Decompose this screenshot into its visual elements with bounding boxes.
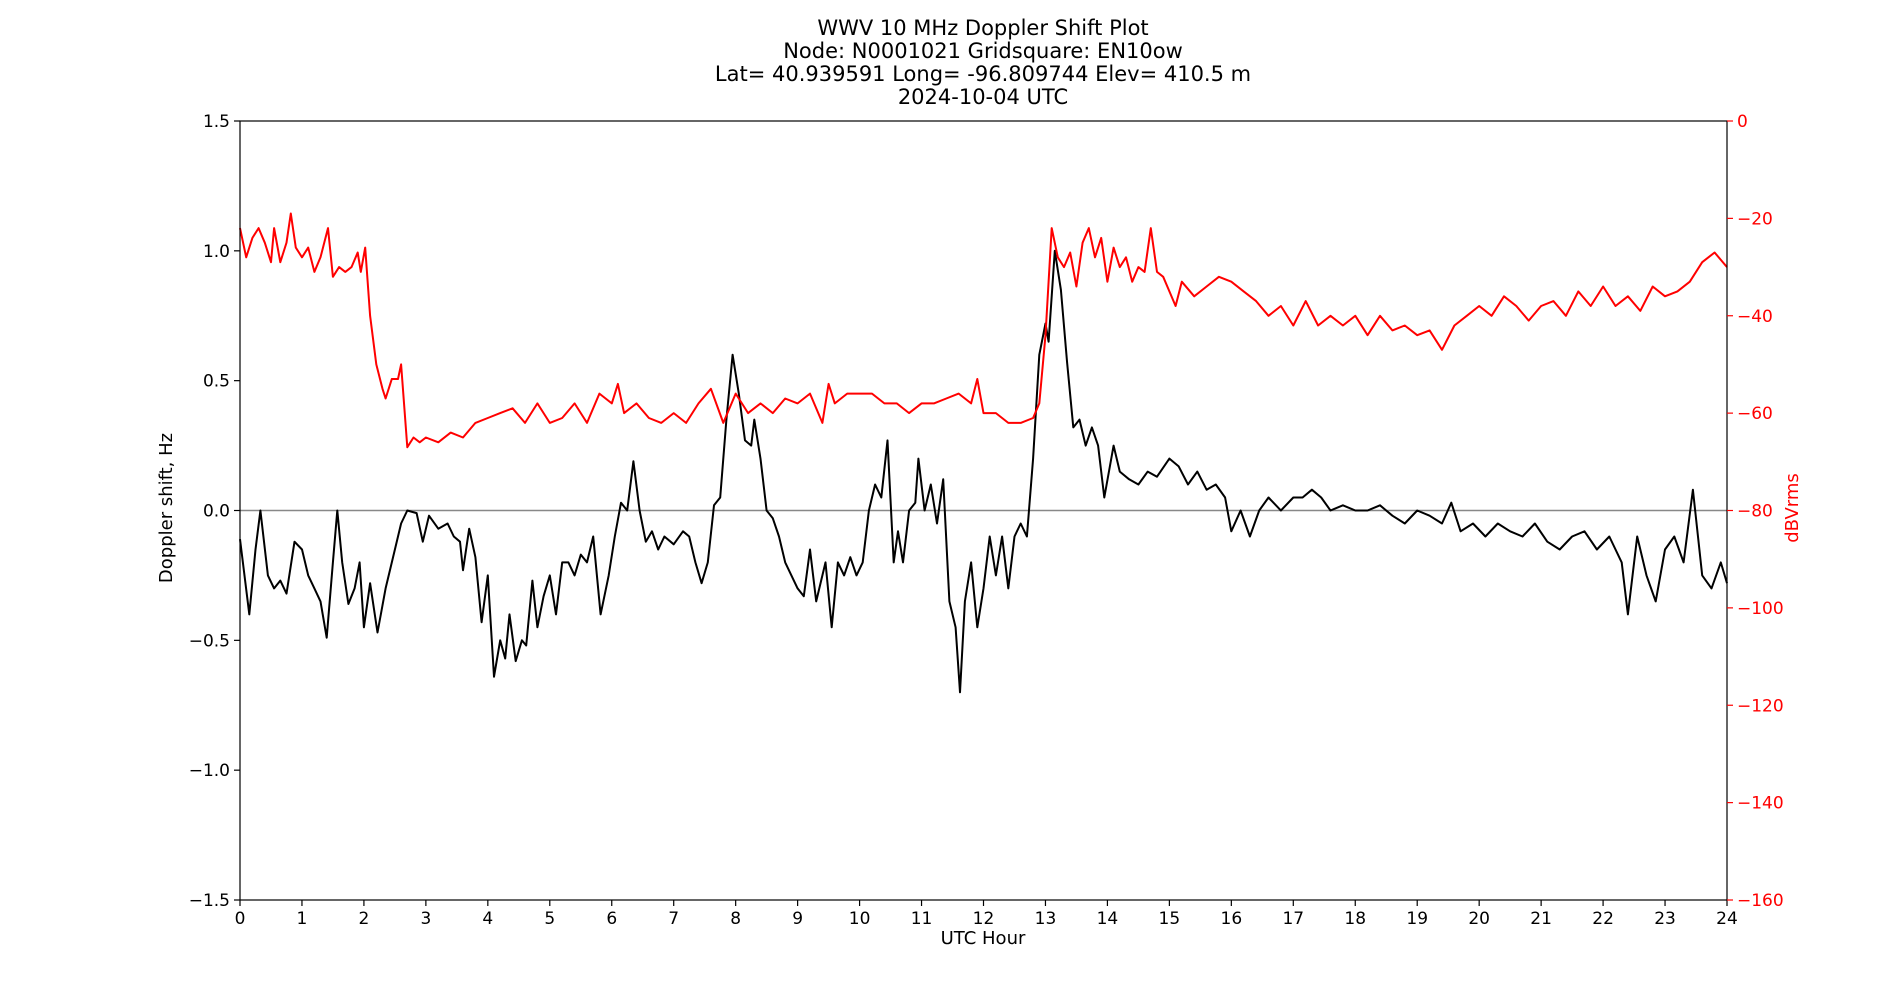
signal-level-line <box>239 212 1728 449</box>
x-tick-label: 13 <box>1035 909 1057 929</box>
y-tick-label-right: −100 <box>1737 599 1784 619</box>
y-tick-label-right: −140 <box>1737 794 1784 814</box>
title-line-2: Node: N0001021 Gridsquare: EN10ow <box>783 39 1183 63</box>
title-line-1: WWV 10 MHz Doppler Shift Plot <box>817 16 1148 40</box>
x-tick-label: 0 <box>235 909 246 929</box>
y-tick-label-right: −20 <box>1737 209 1773 229</box>
x-tick-label: 9 <box>792 909 803 929</box>
y-tick-label-right: 0 <box>1737 112 1748 132</box>
x-tick-label: 4 <box>482 909 493 929</box>
y-tick-label-left: 1.0 <box>203 242 230 262</box>
plot-area: 0 1 2 3 4 5 6 7 8 9 10 11 12 13 14 15 16 17 18 19 20 21 22 23 24… <box>189 112 1784 929</box>
x-tick-label: 2 <box>359 909 370 929</box>
y-tick-label-left: 0.5 <box>203 372 230 392</box>
y-tick-label-right: −160 <box>1737 891 1784 911</box>
y-axis-label-right: dBVrms <box>1782 473 1803 543</box>
x-tick-label: 18 <box>1344 909 1366 929</box>
x-tick-label: 14 <box>1097 909 1119 929</box>
x-tick-label: 6 <box>606 909 617 929</box>
x-axis-label: UTC Hour <box>941 928 1026 949</box>
x-tick-label: 1 <box>297 909 308 929</box>
x-tick-label: 22 <box>1592 909 1614 929</box>
x-tick-label: 7 <box>668 909 679 929</box>
x-tick-label: 24 <box>1716 909 1738 929</box>
y-tick-label-left: −0.5 <box>189 631 230 651</box>
x-tick-label: 8 <box>730 909 741 929</box>
y-tick-label-right: −120 <box>1737 696 1784 716</box>
y-tick-label-left: 1.5 <box>203 112 230 132</box>
doppler-shift-line <box>239 249 1728 694</box>
x-tick-label: 12 <box>973 909 995 929</box>
x-tick-label: 16 <box>1221 909 1243 929</box>
x-tick-label: 3 <box>420 909 431 929</box>
y-tick-label-left: −1.5 <box>189 891 230 911</box>
x-tick-label: 11 <box>911 909 933 929</box>
y-axis-label-left: Doppler shift, Hz <box>156 433 177 583</box>
x-tick-label: 23 <box>1654 909 1676 929</box>
x-tick-label: 5 <box>544 909 555 929</box>
x-tick-label: 20 <box>1468 909 1490 929</box>
y-tick-label-left: −1.0 <box>189 761 230 781</box>
x-tick-label: 19 <box>1406 909 1428 929</box>
x-tick-label: 17 <box>1282 909 1304 929</box>
x-tick-label: 15 <box>1159 909 1181 929</box>
y-tick-label-right: −80 <box>1737 502 1773 522</box>
y-tick-label-left: 0.0 <box>203 502 230 522</box>
x-tick-label: 10 <box>849 909 871 929</box>
y-tick-label-right: −60 <box>1737 404 1773 424</box>
title-line-3: Lat= 40.939591 Long= -96.809744 Elev= 41… <box>715 62 1251 86</box>
x-tick-label: 21 <box>1530 909 1552 929</box>
title-line-4: 2024-10-04 UTC <box>898 85 1068 109</box>
y-tick-label-right: −40 <box>1737 307 1773 327</box>
chart-title: WWV 10 MHz Doppler Shift Plot Node: N000… <box>715 16 1251 109</box>
